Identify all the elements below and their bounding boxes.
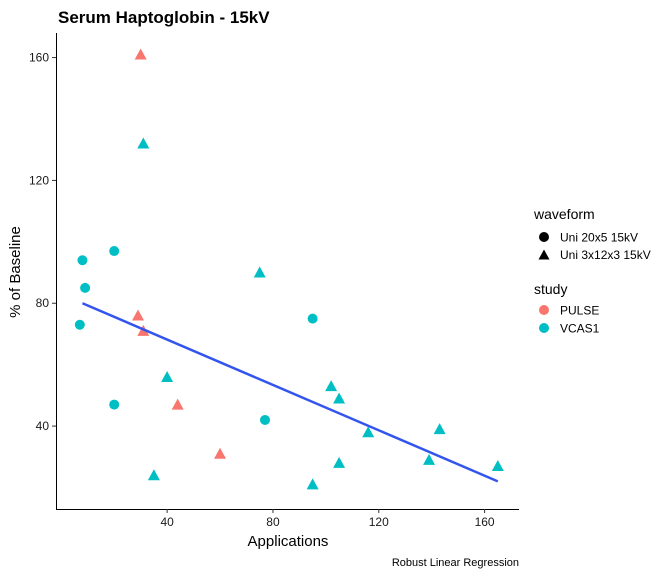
y-tick-label: 120 [29, 173, 49, 187]
x-tick-label: 160 [475, 515, 495, 529]
data-point-triangle [333, 456, 346, 468]
legend-title-waveform: waveform [533, 206, 595, 222]
regression-line [81, 302, 499, 483]
data-point-triangle [325, 380, 338, 392]
chart-title: Serum Haptoglobin - 15kV [58, 8, 270, 27]
y-axis-ticks: 40 80 120 160 [29, 51, 56, 433]
data-point-triangle [132, 309, 145, 321]
data-point-triangle [253, 266, 266, 278]
legend-key-triangle [538, 249, 550, 260]
data-point-triangle [161, 370, 174, 382]
data-point-triangle [333, 392, 346, 404]
data-point-triangle [362, 426, 375, 438]
data-point-triangle [491, 460, 504, 472]
legend-key-vcas1 [539, 323, 549, 333]
data-point-triangle [306, 478, 319, 490]
legend-key-circle [539, 232, 549, 242]
data-point-circle [80, 282, 91, 293]
data-point-triangle [423, 453, 436, 465]
legend-label-vcas1: VCAS1 [560, 322, 600, 336]
y-tick-label: 160 [29, 51, 49, 65]
data-point-circle [74, 319, 85, 330]
data-point-triangle [134, 48, 147, 60]
data-point-triangle [147, 469, 160, 481]
y-tick-label: 80 [36, 296, 50, 310]
x-tick-label: 80 [266, 515, 280, 529]
x-axis-ticks: 40 80 120 160 [160, 509, 495, 529]
x-axis-title: Applications [248, 533, 329, 550]
x-tick-label: 40 [160, 515, 174, 529]
legend-label-uni-3x12x3: Uni 3x12x3 15kV [560, 248, 651, 262]
data-point-circle [109, 399, 120, 410]
data-point-circle [307, 313, 318, 324]
data-point-circle [77, 255, 88, 266]
data-point-circle [260, 414, 271, 425]
legend-key-pulse [539, 305, 549, 315]
data-point-triangle [433, 423, 446, 435]
legend-label-pulse: PULSE [560, 304, 599, 318]
data-point-circle [109, 246, 120, 257]
legend-title-study: study [534, 281, 567, 297]
y-axis-title: % of Baseline [7, 226, 24, 318]
y-tick-label: 40 [36, 419, 50, 433]
chart-caption: Robust Linear Regression [392, 557, 519, 569]
legend-label-uni-20x5: Uni 20x5 15kV [560, 231, 638, 245]
data-point-triangle [137, 137, 150, 149]
legend: waveform Uni 20x5 15kV Uni 3x12x3 15kV s… [533, 206, 651, 336]
data-point-triangle [171, 398, 184, 410]
plot-area [74, 48, 504, 490]
data-point-triangle [214, 447, 227, 459]
x-tick-label: 120 [369, 515, 389, 529]
